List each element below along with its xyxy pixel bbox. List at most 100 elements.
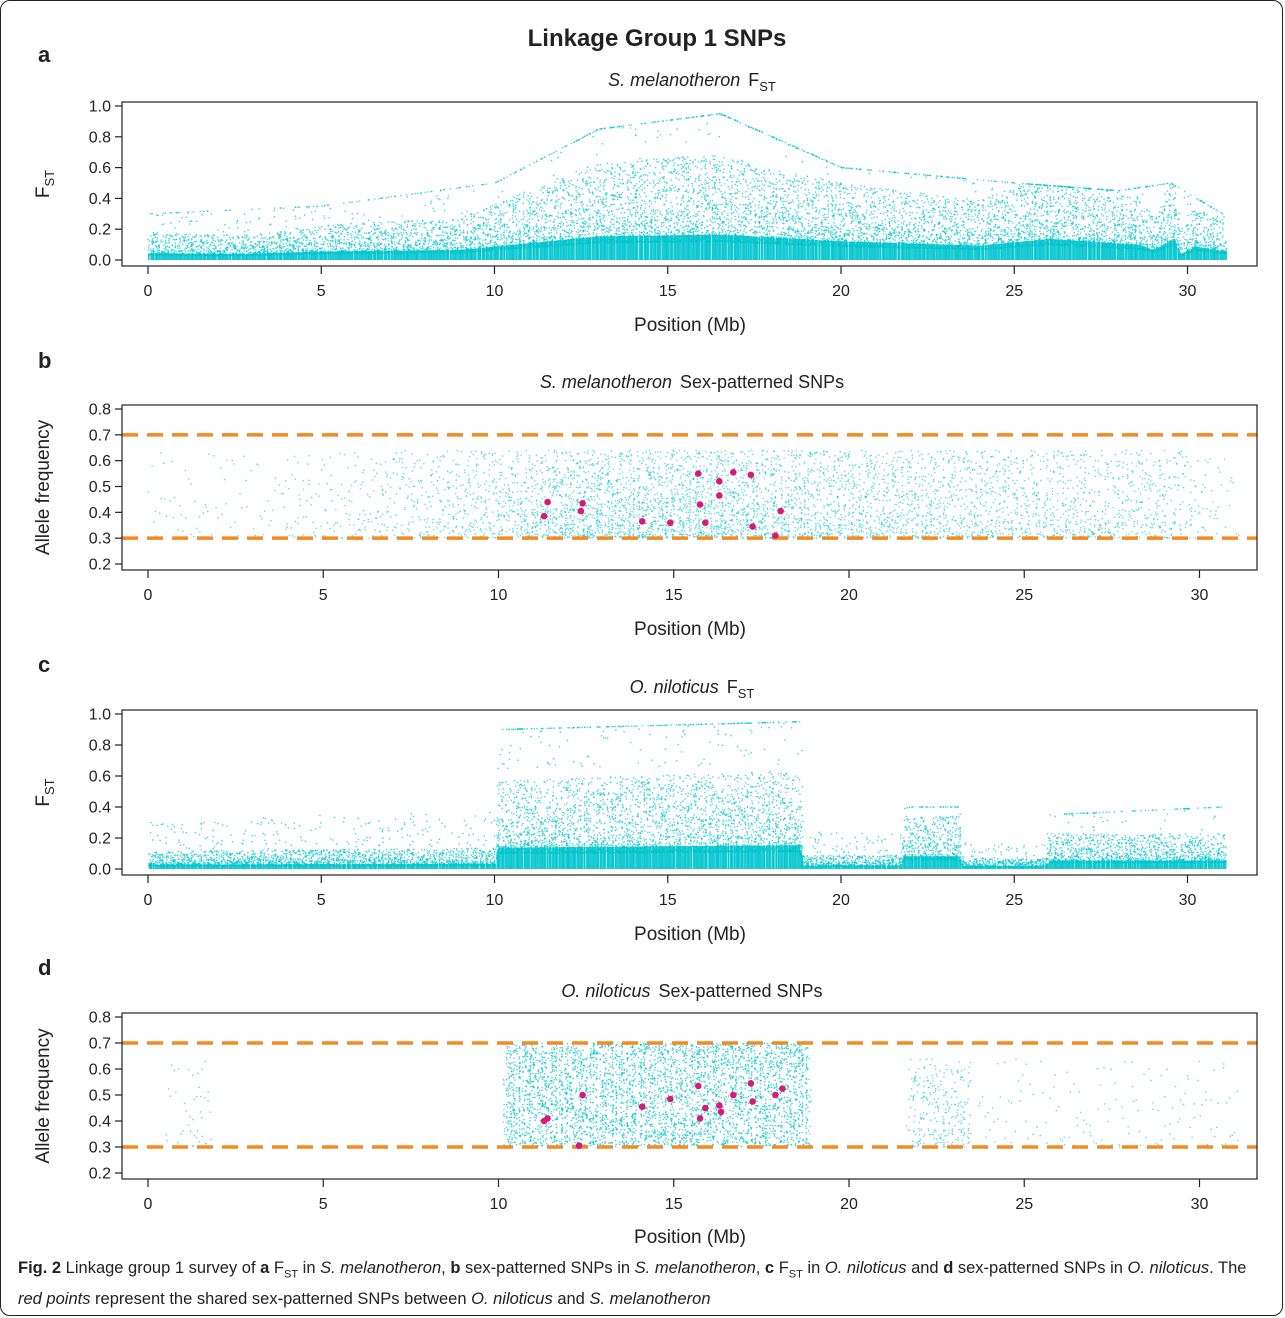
density-band <box>498 246 500 260</box>
snp-point <box>506 247 508 249</box>
snp-point <box>224 254 226 256</box>
snp-point <box>200 251 202 253</box>
snp-point <box>365 244 367 246</box>
snp-point <box>501 247 503 249</box>
snp-point <box>298 250 300 252</box>
snp-point <box>502 213 504 215</box>
snp-point <box>229 254 231 256</box>
snp-point <box>479 238 481 240</box>
snp-point <box>374 232 376 234</box>
snp-point <box>287 237 289 239</box>
snp-point <box>594 200 596 202</box>
snp-point <box>162 214 164 216</box>
snp-point <box>381 248 383 250</box>
snp-point <box>156 246 158 248</box>
snp-point <box>506 245 508 247</box>
snp-point <box>302 235 304 237</box>
snp-point <box>540 203 542 205</box>
snp-point <box>563 242 565 244</box>
snp-point <box>515 202 517 204</box>
snp-point <box>577 194 579 196</box>
snp-point <box>299 206 301 208</box>
snp-point <box>280 241 282 243</box>
snp-point <box>266 245 268 247</box>
snp-point <box>521 219 523 221</box>
snp-point <box>577 222 579 224</box>
snp-point <box>459 230 461 232</box>
snp-point <box>579 196 581 198</box>
snp-point <box>293 245 295 247</box>
snp-point <box>237 227 239 229</box>
density-band <box>520 244 522 260</box>
snp-point <box>485 218 487 220</box>
snp-point <box>420 251 422 253</box>
snp-point <box>379 252 381 254</box>
snp-point <box>345 251 347 253</box>
snp-point <box>596 154 598 156</box>
snp-point <box>498 207 500 209</box>
snp-point <box>321 226 323 228</box>
snp-point <box>417 232 419 234</box>
snp-point <box>533 226 535 228</box>
snp-point <box>549 220 551 222</box>
snp-point <box>162 254 164 256</box>
snp-point <box>413 248 415 250</box>
snp-point <box>459 226 461 228</box>
snp-point <box>589 169 591 171</box>
snp-point <box>483 222 485 224</box>
snp-point <box>323 244 325 246</box>
snp-point <box>571 184 573 186</box>
snp-point <box>450 226 452 228</box>
snp-point <box>547 195 549 197</box>
snp-point <box>271 254 273 256</box>
snp-point <box>272 236 274 238</box>
snp-point <box>308 206 310 208</box>
snp-point <box>439 235 441 237</box>
snp-point <box>495 219 497 221</box>
snp-point <box>594 130 596 132</box>
snp-point <box>569 229 571 231</box>
snp-point <box>452 229 454 231</box>
snp-point <box>188 239 190 241</box>
snp-point <box>499 213 501 215</box>
snp-point <box>528 230 530 232</box>
snp-point <box>558 225 560 227</box>
snp-point <box>492 237 494 239</box>
snp-point <box>570 220 572 222</box>
snp-point <box>483 224 485 226</box>
snp-point <box>314 246 316 248</box>
snp-point <box>230 239 232 241</box>
snp-point <box>430 236 432 238</box>
snp-point <box>346 244 348 246</box>
snp-point <box>246 234 248 236</box>
snp-point <box>296 252 298 254</box>
snp-point <box>175 251 177 253</box>
snp-point <box>475 251 477 253</box>
snp-point <box>466 239 468 241</box>
snp-point <box>233 236 235 238</box>
snp-point <box>175 239 177 241</box>
snp-point <box>479 228 481 230</box>
snp-point <box>536 223 538 225</box>
snp-point <box>588 240 590 242</box>
snp-point <box>396 223 398 225</box>
snp-point <box>594 229 596 231</box>
snp-point <box>428 240 430 242</box>
snp-point <box>379 228 381 230</box>
snp-point <box>565 188 567 190</box>
snp-point <box>523 213 525 215</box>
snp-point <box>178 250 180 252</box>
snp-point <box>365 246 367 248</box>
snp-point <box>248 254 250 256</box>
snp-point <box>362 253 364 255</box>
snp-point <box>270 245 272 247</box>
snp-point <box>434 227 436 229</box>
snp-point <box>498 197 500 199</box>
snp-point <box>349 202 351 204</box>
snp-point <box>543 239 545 241</box>
snp-point <box>562 212 564 214</box>
snp-point <box>363 223 365 225</box>
snp-point <box>572 231 574 233</box>
snp-point <box>310 244 312 246</box>
snp-point <box>520 244 522 246</box>
